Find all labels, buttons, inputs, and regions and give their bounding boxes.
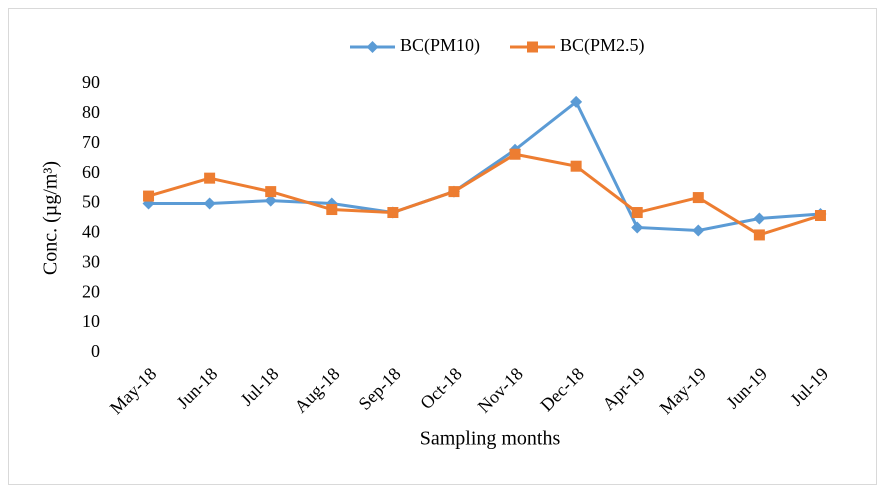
data-point	[265, 186, 277, 198]
series-line	[148, 99, 821, 232]
data-point	[631, 221, 644, 234]
y-tick-label: 60	[82, 162, 100, 182]
y-tick-label: 20	[82, 281, 100, 301]
data-point	[509, 148, 521, 160]
data-point	[143, 190, 155, 202]
legend-marker	[366, 41, 379, 53]
y-tick-label: 70	[82, 132, 100, 152]
y-tick-label: 10	[82, 311, 100, 331]
data-point	[692, 224, 705, 237]
data-point	[753, 229, 765, 241]
legend-label: BC(PM10)	[400, 35, 480, 56]
data-point	[326, 204, 338, 216]
y-tick-label: 30	[82, 251, 100, 271]
y-axis-label: Conc. (µg/m³)	[40, 161, 62, 275]
y-tick-label: 50	[82, 192, 100, 212]
legend-label: BC(PM2.5)	[560, 35, 645, 56]
x-axis-label: Sampling months	[420, 428, 561, 450]
y-tick-label: 80	[82, 102, 100, 122]
y-tick-label: 90	[82, 72, 100, 92]
data-point	[264, 194, 277, 207]
data-point	[631, 207, 643, 219]
data-point	[814, 210, 826, 222]
y-tick-label: 0	[91, 341, 100, 361]
legend-marker	[527, 41, 538, 53]
data-point	[204, 172, 216, 184]
data-point	[692, 192, 704, 204]
y-tick-label: 40	[82, 222, 100, 242]
chart-border	[8, 8, 877, 485]
data-point	[570, 160, 582, 172]
data-point	[753, 212, 766, 225]
data-point	[203, 197, 216, 210]
series-line	[148, 152, 821, 237]
data-point	[387, 207, 399, 219]
data-point	[448, 186, 460, 198]
data-point	[570, 95, 583, 108]
